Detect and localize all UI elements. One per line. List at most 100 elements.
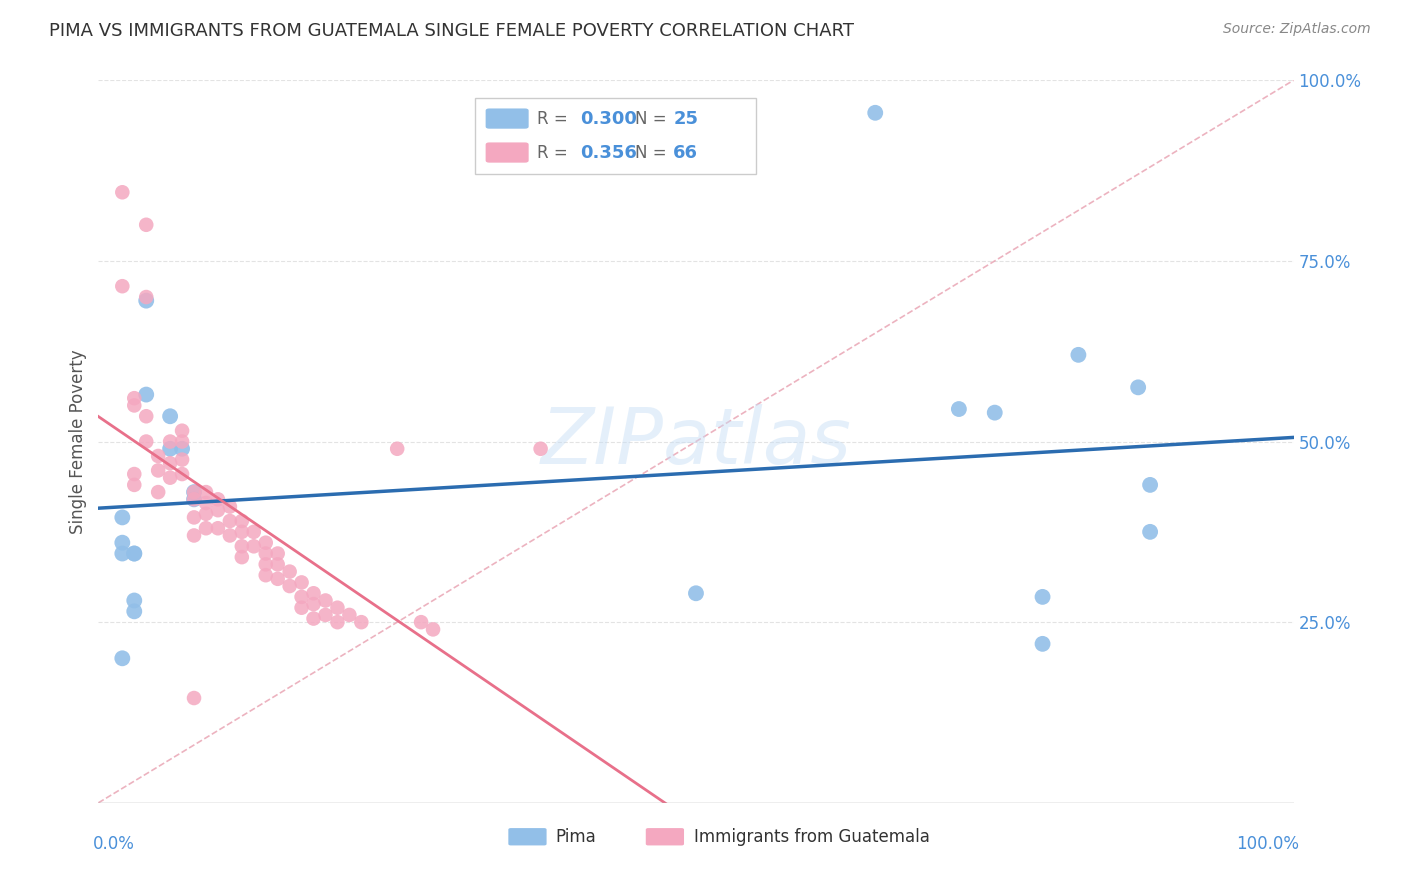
- Text: R =: R =: [537, 144, 574, 161]
- Point: [1128, 380, 1150, 394]
- Point: [172, 452, 194, 467]
- Point: [1139, 524, 1161, 539]
- Text: 0.356: 0.356: [581, 144, 637, 161]
- Point: [124, 593, 146, 607]
- FancyBboxPatch shape: [485, 143, 529, 162]
- Point: [111, 510, 134, 524]
- FancyBboxPatch shape: [509, 828, 547, 846]
- Point: [267, 547, 290, 561]
- Point: [302, 611, 325, 625]
- Point: [124, 398, 146, 412]
- Point: [148, 463, 170, 477]
- Point: [195, 496, 218, 510]
- Point: [231, 524, 253, 539]
- Point: [159, 434, 181, 449]
- Point: [111, 651, 134, 665]
- Point: [172, 434, 194, 449]
- Point: [124, 478, 146, 492]
- Point: [422, 623, 444, 637]
- FancyBboxPatch shape: [645, 828, 685, 846]
- Text: N =: N =: [636, 144, 672, 161]
- Point: [172, 424, 194, 438]
- Point: [291, 590, 314, 604]
- Point: [135, 409, 157, 424]
- Point: [1139, 478, 1161, 492]
- Point: [948, 402, 970, 417]
- Point: [135, 387, 157, 401]
- Point: [254, 535, 277, 549]
- Point: [291, 575, 314, 590]
- Point: [254, 568, 277, 582]
- Point: [124, 547, 146, 561]
- Point: [159, 409, 181, 424]
- Point: [984, 406, 1007, 420]
- Point: [183, 492, 205, 507]
- Point: [278, 579, 301, 593]
- Point: [195, 521, 218, 535]
- Point: [243, 539, 266, 553]
- Point: [207, 503, 229, 517]
- Point: [219, 514, 242, 528]
- Text: ZIPatlas: ZIPatlas: [540, 403, 852, 480]
- Text: Immigrants from Guatemala: Immigrants from Guatemala: [693, 828, 929, 846]
- Point: [339, 607, 361, 622]
- Point: [111, 186, 134, 200]
- Point: [685, 586, 707, 600]
- Point: [243, 524, 266, 539]
- Point: [159, 442, 181, 456]
- Point: [183, 492, 205, 507]
- Text: 66: 66: [673, 144, 699, 161]
- Point: [159, 470, 181, 484]
- Point: [207, 521, 229, 535]
- Point: [254, 558, 277, 572]
- Point: [254, 547, 277, 561]
- Text: 25: 25: [673, 110, 699, 128]
- Point: [267, 572, 290, 586]
- Point: [278, 565, 301, 579]
- Point: [172, 442, 194, 456]
- Point: [530, 442, 553, 456]
- Point: [302, 597, 325, 611]
- Y-axis label: Single Female Poverty: Single Female Poverty: [69, 350, 87, 533]
- Point: [135, 293, 157, 308]
- Point: [148, 485, 170, 500]
- Point: [291, 600, 314, 615]
- Point: [231, 514, 253, 528]
- Point: [124, 547, 146, 561]
- Point: [124, 391, 146, 405]
- Point: [411, 615, 433, 630]
- Point: [195, 507, 218, 521]
- Point: [135, 290, 157, 304]
- Text: Pima: Pima: [555, 828, 596, 846]
- Point: [159, 456, 181, 470]
- Point: [183, 528, 205, 542]
- Point: [219, 528, 242, 542]
- Point: [183, 485, 205, 500]
- Point: [111, 547, 134, 561]
- Point: [1032, 637, 1054, 651]
- Point: [207, 492, 229, 507]
- Point: [111, 279, 134, 293]
- Point: [124, 604, 146, 618]
- Text: R =: R =: [537, 110, 574, 128]
- Point: [302, 586, 325, 600]
- Point: [111, 535, 134, 549]
- Point: [172, 467, 194, 481]
- Text: 100.0%: 100.0%: [1236, 835, 1299, 854]
- Text: PIMA VS IMMIGRANTS FROM GUATEMALA SINGLE FEMALE POVERTY CORRELATION CHART: PIMA VS IMMIGRANTS FROM GUATEMALA SINGLE…: [49, 22, 855, 40]
- Point: [231, 539, 253, 553]
- Point: [865, 105, 887, 120]
- Point: [1067, 348, 1090, 362]
- Point: [315, 607, 337, 622]
- Point: [148, 449, 170, 463]
- Text: 0.0%: 0.0%: [93, 835, 135, 854]
- Point: [183, 510, 205, 524]
- Point: [231, 550, 253, 565]
- Point: [350, 615, 373, 630]
- Text: 0.300: 0.300: [581, 110, 637, 128]
- Point: [315, 593, 337, 607]
- Point: [183, 691, 205, 706]
- Point: [1032, 590, 1054, 604]
- Point: [135, 434, 157, 449]
- Point: [195, 485, 218, 500]
